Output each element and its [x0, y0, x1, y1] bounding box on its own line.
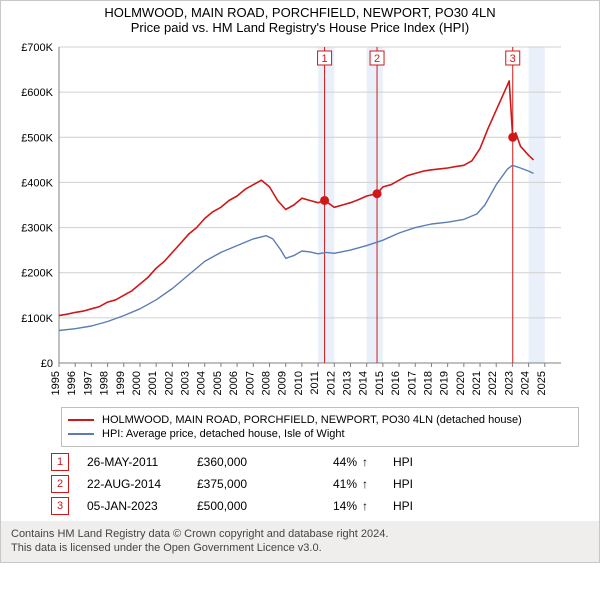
chart-area: £0 £100K £200K £300K £400K £500K £600K £700K 199…: [1, 41, 599, 401]
svg-text:2004: 2004: [196, 371, 208, 395]
up-arrow-icon: ↑: [357, 499, 373, 513]
svg-text:£100K: £100K: [21, 313, 53, 325]
svg-text:2: 2: [374, 53, 380, 65]
legend-row-hpi: HPI: Average price, detached house, Isle…: [68, 428, 572, 440]
svg-text:2016: 2016: [390, 371, 402, 395]
svg-text:2023: 2023: [503, 371, 515, 395]
svg-text:2001: 2001: [147, 371, 159, 395]
sale-hpi-label: HPI: [373, 455, 413, 469]
legend-label-hpi: HPI: Average price, detached house, Isle…: [102, 428, 345, 440]
svg-text:1999: 1999: [115, 371, 127, 395]
sales-table: 1 26-MAY-2011 £360,000 44% ↑ HPI 2 22-AU…: [51, 453, 579, 515]
sale-price: £500,000: [197, 499, 307, 513]
svg-text:1: 1: [322, 53, 328, 65]
svg-text:2012: 2012: [325, 371, 337, 395]
svg-text:2022: 2022: [487, 371, 499, 395]
svg-text:2002: 2002: [163, 371, 175, 395]
title-block: HOLMWOOD, MAIN ROAD, PORCHFIELD, NEWPORT…: [1, 1, 599, 41]
svg-text:1998: 1998: [99, 371, 111, 395]
svg-text:£300K: £300K: [21, 223, 53, 235]
svg-text:2024: 2024: [520, 371, 532, 395]
sale-date: 26-MAY-2011: [87, 455, 197, 469]
table-row: 1 26-MAY-2011 £360,000 44% ↑ HPI: [51, 453, 579, 471]
svg-text:£700K: £700K: [21, 42, 53, 54]
svg-text:2025: 2025: [536, 371, 548, 395]
up-arrow-icon: ↑: [357, 455, 373, 469]
legend-label-subject: HOLMWOOD, MAIN ROAD, PORCHFIELD, NEWPORT…: [102, 414, 522, 426]
attribution-line-1: Contains HM Land Registry data © Crown c…: [11, 527, 589, 541]
svg-text:2019: 2019: [439, 371, 451, 395]
svg-text:2009: 2009: [277, 371, 289, 395]
svg-text:2010: 2010: [293, 371, 305, 395]
up-arrow-icon: ↑: [357, 477, 373, 491]
svg-text:2020: 2020: [455, 371, 467, 395]
attribution-line-2: This data is licensed under the Open Gov…: [11, 541, 589, 555]
svg-text:1995: 1995: [50, 371, 62, 395]
svg-text:£200K: £200K: [21, 268, 53, 280]
svg-text:2003: 2003: [180, 371, 192, 395]
sale-pct: 44%: [307, 455, 357, 469]
svg-text:2021: 2021: [471, 371, 483, 395]
sale-pct: 41%: [307, 477, 357, 491]
svg-text:3: 3: [510, 53, 516, 65]
title-line-1: HOLMWOOD, MAIN ROAD, PORCHFIELD, NEWPORT…: [1, 5, 599, 20]
marker-box-3: 3: [51, 497, 69, 515]
svg-text:2017: 2017: [406, 371, 418, 395]
svg-text:2007: 2007: [244, 371, 256, 395]
table-row: 3 05-JAN-2023 £500,000 14% ↑ HPI: [51, 497, 579, 515]
sale-hpi-label: HPI: [373, 477, 413, 491]
sale-date: 05-JAN-2023: [87, 499, 197, 513]
table-row: 2 22-AUG-2014 £375,000 41% ↑ HPI: [51, 475, 579, 493]
chart-container: HOLMWOOD, MAIN ROAD, PORCHFIELD, NEWPORT…: [0, 0, 600, 563]
svg-text:2000: 2000: [131, 371, 143, 395]
legend-swatch-hpi: [68, 433, 94, 435]
sale-date: 22-AUG-2014: [87, 477, 197, 491]
svg-text:£600K: £600K: [21, 87, 53, 99]
svg-text:2015: 2015: [374, 371, 386, 395]
legend-row-subject: HOLMWOOD, MAIN ROAD, PORCHFIELD, NEWPORT…: [68, 414, 572, 426]
svg-text:2011: 2011: [309, 371, 321, 395]
sale-price: £360,000: [197, 455, 307, 469]
svg-text:1996: 1996: [66, 371, 78, 395]
svg-text:2005: 2005: [212, 371, 224, 395]
svg-text:2008: 2008: [261, 371, 273, 395]
legend-swatch-subject: [68, 419, 94, 421]
svg-text:2014: 2014: [358, 371, 370, 395]
chart-svg: £0 £100K £200K £300K £400K £500K £600K £700K 199…: [1, 41, 561, 401]
svg-text:2006: 2006: [228, 371, 240, 395]
svg-text:2018: 2018: [422, 371, 434, 395]
svg-text:£0: £0: [41, 358, 53, 370]
sale-hpi-label: HPI: [373, 499, 413, 513]
svg-text:1997: 1997: [82, 371, 94, 395]
svg-text:£500K: £500K: [21, 132, 53, 144]
title-line-2: Price paid vs. HM Land Registry's House …: [1, 20, 599, 35]
attribution: Contains HM Land Registry data © Crown c…: [1, 521, 599, 562]
marker-box-2: 2: [51, 475, 69, 493]
svg-text:2013: 2013: [341, 371, 353, 395]
sale-price: £375,000: [197, 477, 307, 491]
marker-box-1: 1: [51, 453, 69, 471]
svg-text:£400K: £400K: [21, 177, 53, 189]
legend: HOLMWOOD, MAIN ROAD, PORCHFIELD, NEWPORT…: [61, 407, 579, 447]
sale-pct: 14%: [307, 499, 357, 513]
